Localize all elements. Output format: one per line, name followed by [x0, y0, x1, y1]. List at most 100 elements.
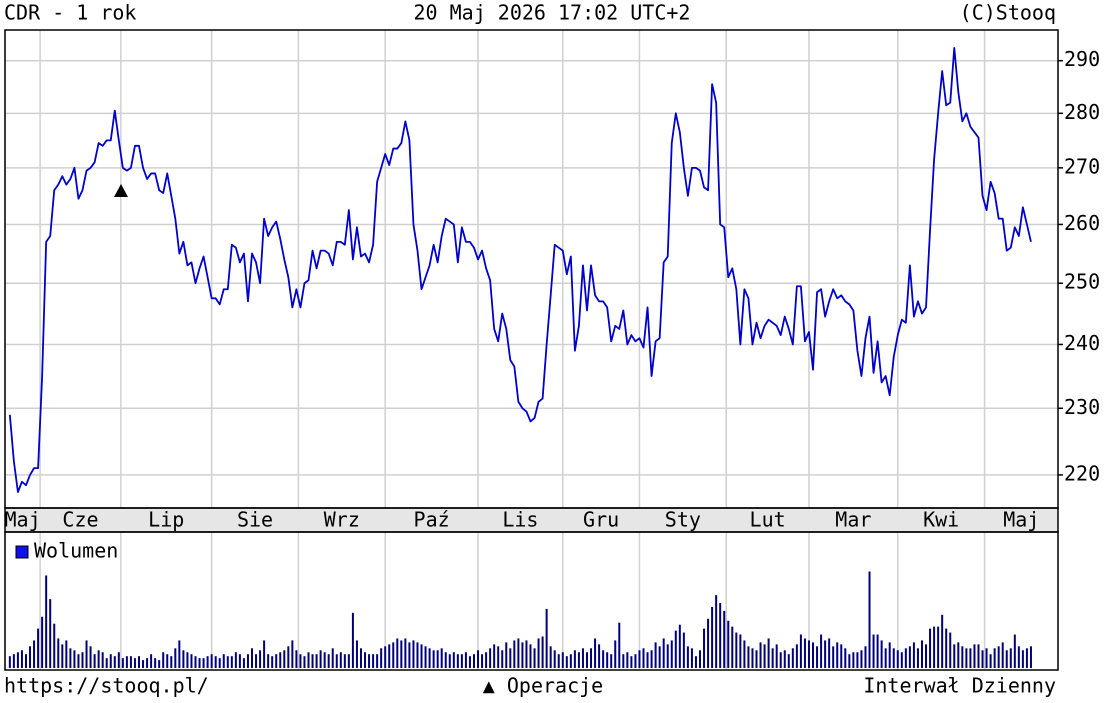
volume-bar	[331, 648, 334, 668]
y-tick-label: 230	[1064, 395, 1100, 419]
volume-bar	[509, 648, 512, 668]
volume-bar	[222, 654, 225, 668]
volume-bar	[137, 656, 140, 668]
volume-bar	[848, 654, 851, 668]
volume-bar	[981, 650, 984, 668]
volume-bar	[376, 654, 379, 668]
volume-bar	[347, 654, 350, 668]
volume-bar	[581, 648, 584, 668]
x-tick-label: Lis	[502, 508, 538, 532]
volume-bar	[190, 654, 193, 668]
volume-bar	[872, 634, 875, 668]
volume-bar	[771, 648, 774, 668]
volume-bar	[178, 640, 181, 668]
volume-bar	[860, 650, 863, 668]
volume-bar	[432, 650, 435, 668]
volume-bar	[146, 658, 149, 668]
volume-bar	[751, 648, 754, 668]
price-line	[8, 46, 1032, 493]
volume-bar	[840, 644, 843, 668]
volume-bar	[577, 652, 580, 668]
volume-bar	[549, 646, 552, 668]
volume-bar	[89, 646, 92, 668]
volume-bar	[929, 628, 932, 668]
volume-bar	[694, 656, 697, 668]
volume-bar	[573, 650, 576, 668]
volume-bar	[416, 642, 419, 668]
volume-bar	[529, 644, 532, 668]
volume-bar	[448, 654, 451, 668]
volume-bar	[590, 648, 593, 668]
volume-bar	[497, 646, 500, 668]
volume-bar	[945, 628, 948, 668]
volume-bar	[989, 654, 992, 668]
volume-bar	[836, 642, 839, 668]
volume-bar	[392, 642, 395, 668]
volume-bar	[610, 654, 613, 668]
volume-bar	[1005, 650, 1008, 668]
volume-bar	[961, 646, 964, 668]
legend-label: Wolumen	[34, 539, 118, 563]
volume-bar	[307, 652, 310, 668]
volume-bar	[109, 654, 112, 668]
volume-bar	[69, 648, 72, 668]
x-tick-label: Sie	[237, 508, 273, 532]
volume-bar	[186, 652, 189, 668]
volume-bar	[489, 648, 492, 668]
header-left: CDR - 1 rok	[4, 1, 136, 25]
x-tick-label: Cze	[62, 508, 98, 532]
y-tick-label: 250	[1064, 270, 1100, 294]
volume-bar	[993, 648, 996, 668]
volume-bar	[424, 646, 427, 668]
volume-bar	[464, 652, 467, 668]
volume-bar	[537, 638, 540, 668]
volume-bar	[20, 650, 23, 668]
volume-bar	[481, 654, 484, 668]
volume-bar	[444, 652, 447, 668]
volume-bar	[820, 634, 823, 668]
volume-bar	[662, 638, 665, 668]
volume-bar	[565, 656, 568, 668]
volume-bar	[57, 638, 60, 668]
x-tick-label: Lip	[148, 508, 184, 532]
volume-bar	[355, 640, 358, 668]
volume-bar	[787, 654, 790, 668]
volume-bar	[888, 642, 891, 668]
volume-bar	[24, 654, 27, 668]
volume-bar	[824, 640, 827, 668]
volume-bar	[521, 642, 524, 668]
volume-bar	[844, 648, 847, 668]
volume-bar	[359, 648, 362, 668]
volume-bar	[452, 652, 455, 668]
volume-bar	[949, 632, 952, 668]
volume-bar	[763, 644, 766, 668]
marks	[8, 46, 1032, 668]
volume-bar	[856, 652, 859, 668]
volume-bar	[16, 652, 19, 668]
volume-bar	[53, 623, 56, 668]
volume-bar	[1021, 650, 1024, 668]
volume-bar	[45, 575, 48, 668]
volume-bar	[699, 650, 702, 668]
operation-marker	[114, 184, 128, 197]
volume-bar	[202, 658, 205, 668]
volume-bar	[654, 642, 657, 668]
volume-bar	[158, 660, 161, 668]
volume-bar	[925, 644, 928, 668]
volume-bar	[775, 644, 778, 668]
volume-bar	[267, 654, 270, 668]
volume-bar	[727, 620, 730, 668]
volume-bar	[408, 642, 411, 668]
volume-bar	[638, 650, 641, 668]
x-tick-label: Kwi	[923, 508, 959, 532]
volume-bar	[12, 654, 15, 668]
volume-bar	[65, 640, 68, 668]
volume-bar	[1029, 646, 1032, 668]
y-tick-label: 240	[1064, 331, 1100, 355]
volume-bar	[795, 644, 798, 668]
volume-bar	[618, 622, 621, 668]
footer-left: https://stooq.pl/	[4, 674, 209, 698]
volume-bar	[364, 652, 367, 668]
volume-bar	[779, 652, 782, 668]
